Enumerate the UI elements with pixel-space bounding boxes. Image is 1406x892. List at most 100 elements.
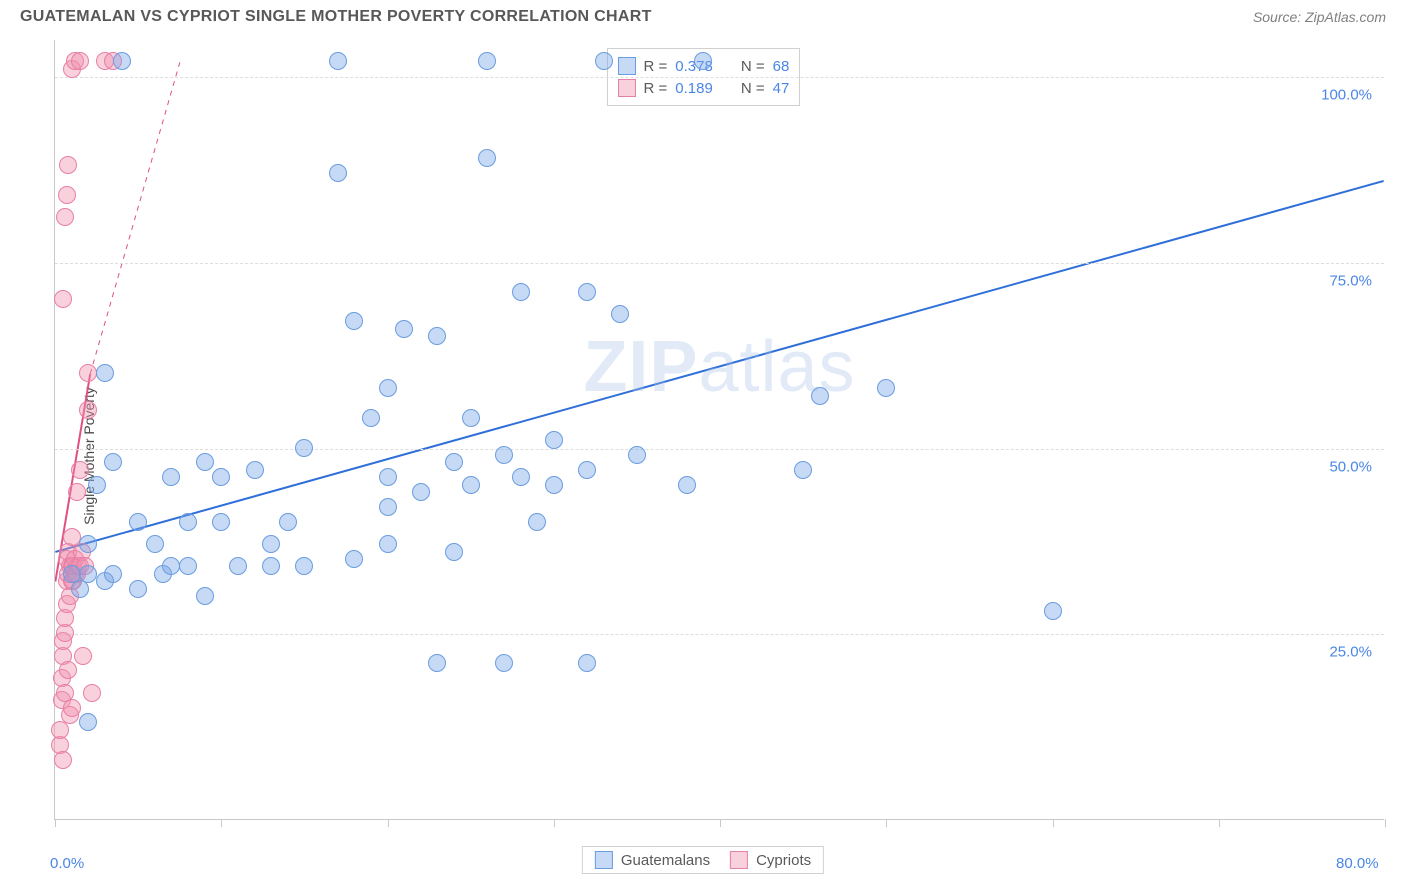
r-label: R = xyxy=(644,58,668,75)
scatter-point xyxy=(595,52,613,70)
scatter-point xyxy=(811,387,829,405)
scatter-point xyxy=(212,468,230,486)
scatter-point xyxy=(129,580,147,598)
x-tick xyxy=(1053,819,1054,827)
scatter-point xyxy=(628,446,646,464)
scatter-point xyxy=(877,379,895,397)
scatter-point xyxy=(379,535,397,553)
x-tick xyxy=(1219,819,1220,827)
scatter-point xyxy=(478,52,496,70)
scatter-point xyxy=(129,513,147,531)
scatter-point xyxy=(428,327,446,345)
scatter-point xyxy=(578,461,596,479)
scatter-point xyxy=(379,468,397,486)
scatter-point xyxy=(79,713,97,731)
scatter-point xyxy=(71,52,89,70)
scatter-point xyxy=(229,557,247,575)
y-tick-label: 100.0% xyxy=(1321,87,1372,104)
scatter-point xyxy=(794,461,812,479)
scatter-point xyxy=(578,654,596,672)
y-tick-label: 50.0% xyxy=(1329,458,1372,475)
scatter-point xyxy=(462,409,480,427)
x-tick xyxy=(55,819,56,827)
x-tick xyxy=(554,819,555,827)
scatter-point xyxy=(478,149,496,167)
x-tick xyxy=(388,819,389,827)
x-tick xyxy=(1385,819,1386,827)
scatter-point xyxy=(79,535,97,553)
x-tick-label: 80.0% xyxy=(1336,855,1379,872)
legend-series: Guatemalans Cypriots xyxy=(582,846,824,874)
scatter-point xyxy=(329,52,347,70)
scatter-point xyxy=(412,483,430,501)
scatter-point xyxy=(462,476,480,494)
scatter-point xyxy=(279,513,297,531)
legend-series-label: Guatemalans xyxy=(621,852,710,869)
scatter-point xyxy=(578,283,596,301)
scatter-point xyxy=(345,550,363,568)
scatter-point xyxy=(88,476,106,494)
scatter-point xyxy=(495,446,513,464)
scatter-point xyxy=(59,661,77,679)
scatter-point xyxy=(54,290,72,308)
y-tick-label: 75.0% xyxy=(1329,272,1372,289)
legend-series-item: Guatemalans xyxy=(595,851,710,869)
r-label: R = xyxy=(644,80,668,97)
x-tick xyxy=(720,819,721,827)
legend-swatch xyxy=(618,57,636,75)
y-tick-label: 25.0% xyxy=(1329,644,1372,661)
scatter-point xyxy=(79,364,97,382)
legend-swatch xyxy=(618,79,636,97)
gridline-horizontal xyxy=(55,263,1384,264)
scatter-point xyxy=(68,483,86,501)
scatter-point xyxy=(1044,602,1062,620)
x-tick xyxy=(886,819,887,827)
scatter-point xyxy=(362,409,380,427)
n-value: 47 xyxy=(773,80,790,97)
scatter-point xyxy=(395,320,413,338)
scatter-point xyxy=(59,156,77,174)
scatter-point xyxy=(445,453,463,471)
x-tick xyxy=(221,819,222,827)
scatter-point xyxy=(79,565,97,583)
gridline-horizontal xyxy=(55,77,1384,78)
scatter-point xyxy=(246,461,264,479)
r-value: 0.189 xyxy=(675,80,713,97)
scatter-point xyxy=(611,305,629,323)
scatter-point xyxy=(295,557,313,575)
scatter-point xyxy=(74,647,92,665)
scatter-point xyxy=(104,565,122,583)
scatter-point xyxy=(545,431,563,449)
scatter-point xyxy=(428,654,446,672)
scatter-point xyxy=(528,513,546,531)
legend-stat-row: R = 0.189 N = 47 xyxy=(618,77,790,99)
scatter-point xyxy=(71,461,89,479)
scatter-point xyxy=(212,513,230,531)
legend-series-label: Cypriots xyxy=(756,852,811,869)
scatter-point xyxy=(83,684,101,702)
plot-area: ZIPatlas R =0.378N =68R =0.189N =47 25.0… xyxy=(54,40,1384,820)
scatter-point xyxy=(113,52,131,70)
scatter-point xyxy=(545,476,563,494)
n-label: N = xyxy=(741,58,765,75)
scatter-point xyxy=(262,557,280,575)
scatter-point xyxy=(56,208,74,226)
scatter-point xyxy=(54,751,72,769)
scatter-point xyxy=(345,312,363,330)
n-label: N = xyxy=(741,80,765,97)
scatter-point xyxy=(162,557,180,575)
scatter-point xyxy=(96,364,114,382)
n-value: 68 xyxy=(773,58,790,75)
scatter-point xyxy=(694,52,712,70)
scatter-point xyxy=(678,476,696,494)
gridline-horizontal xyxy=(55,634,1384,635)
chart-title: GUATEMALAN VS CYPRIOT SINGLE MOTHER POVE… xyxy=(20,8,652,26)
scatter-point xyxy=(58,186,76,204)
scatter-point xyxy=(196,587,214,605)
gridline-horizontal xyxy=(55,449,1384,450)
scatter-point xyxy=(196,453,214,471)
scatter-point xyxy=(179,513,197,531)
scatter-point xyxy=(512,283,530,301)
legend-swatch xyxy=(595,851,613,869)
scatter-point xyxy=(104,453,122,471)
